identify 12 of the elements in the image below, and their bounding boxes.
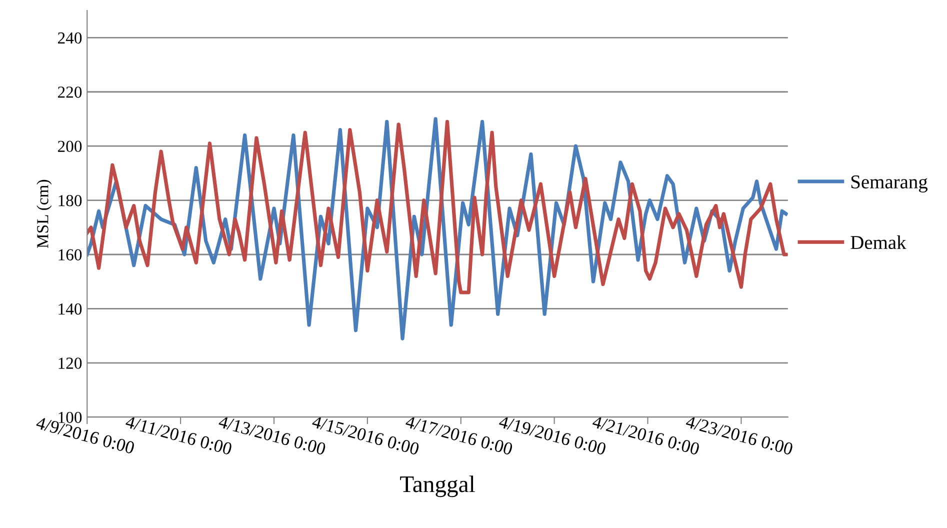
legend-label: Semarang [851, 175, 928, 192]
y-tick-label: 200 [58, 140, 82, 152]
y-tick-label: 160 [58, 249, 82, 260]
y-tick-label: 240 [58, 32, 82, 44]
y-tick-label: 140 [58, 303, 82, 315]
x-axis-title: Tanggal [400, 476, 475, 498]
legend-label: Demak [850, 235, 906, 250]
line-series [87, 120, 788, 294]
y-axis-title: MSL (cm) [36, 180, 52, 248]
y-tick-label: 220 [58, 86, 82, 98]
y-tick-label: 120 [58, 358, 82, 369]
y-tick-label: 180 [58, 194, 82, 206]
